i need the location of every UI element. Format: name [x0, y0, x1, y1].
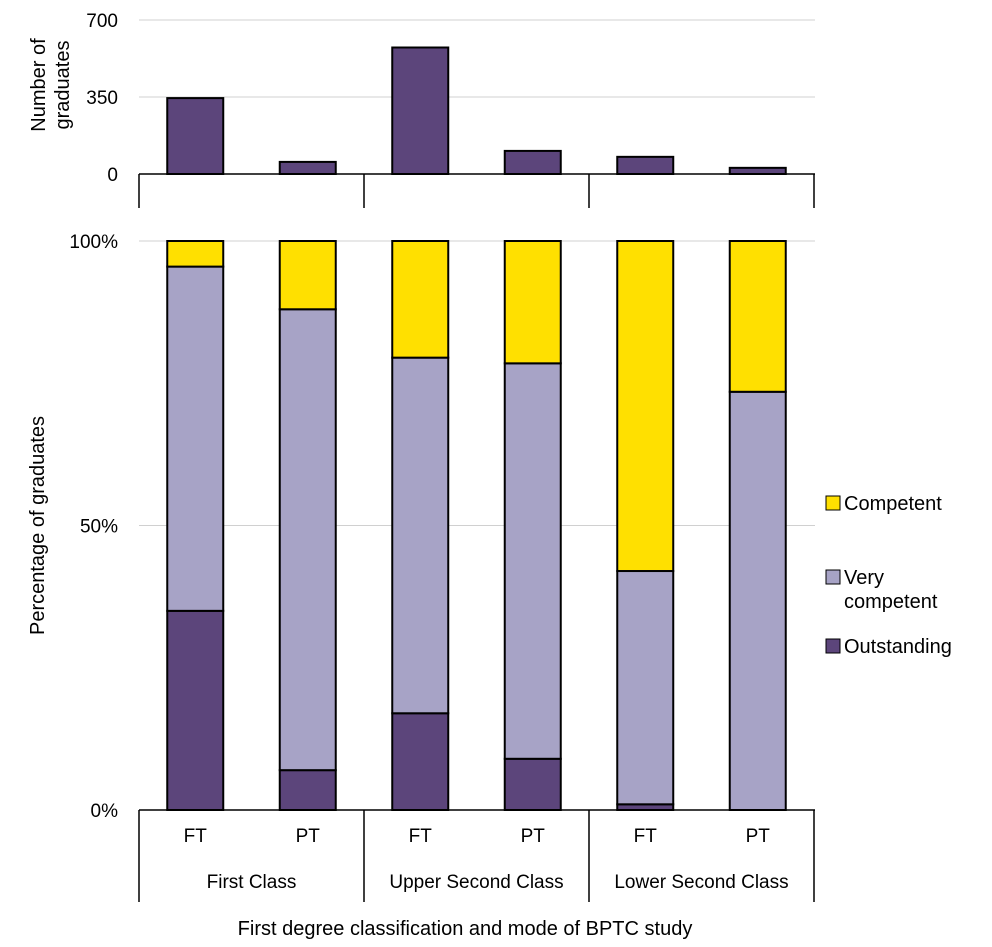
x-category-label: PT — [296, 826, 321, 847]
bar-segment-very-competent-2 — [391, 356, 450, 715]
legend-label: Competent — [844, 493, 942, 515]
top-bar-ft-2 — [391, 46, 450, 175]
top-bar-pt-3 — [503, 149, 562, 175]
bar-segment-competent-0 — [166, 240, 225, 268]
x-category-label: PT — [521, 826, 546, 847]
bar-segment-competent-1 — [278, 240, 337, 311]
top-bar-pt-5 — [728, 166, 787, 175]
x-category-label: PT — [746, 826, 771, 847]
bottom-y-axis-title: Percentage of graduates — [27, 416, 49, 635]
bar-segment-competent-5 — [728, 240, 787, 393]
top-y-axis-title-line: Number of — [28, 38, 50, 132]
bar-segment-outstanding-0 — [166, 609, 225, 811]
top-bar-pt-1 — [278, 160, 337, 175]
bar-segment-very-competent-0 — [166, 265, 225, 612]
x-axis-title: First degree classification and mode of … — [238, 918, 693, 940]
top-bar-ft-0 — [166, 97, 225, 175]
bar-segment-very-competent-4 — [616, 570, 675, 806]
x-category-label: FT — [634, 826, 658, 847]
bar-segment-competent-2 — [391, 240, 450, 359]
bottom-y-tick-label: 100% — [69, 232, 118, 253]
legend-swatch-2 — [825, 638, 841, 654]
bar-segment-outstanding-1 — [278, 769, 337, 811]
bar-segment-very-competent-1 — [278, 308, 337, 772]
bottom-y-tick-label: 50% — [80, 517, 118, 538]
top-y-axis-title-line: graduates — [52, 41, 74, 130]
bottom-y-tick-label: 0% — [91, 801, 119, 822]
top-y-tick-label: 700 — [86, 11, 118, 32]
x-group-label: First Class — [207, 872, 297, 893]
top-bar-ft-4 — [616, 155, 675, 175]
legend-swatch-0 — [825, 495, 841, 511]
top-y-tick-label: 0 — [107, 165, 118, 186]
x-category-label: FT — [184, 826, 208, 847]
bar-segment-very-competent-5 — [728, 390, 787, 811]
bar-segment-outstanding-2 — [391, 712, 450, 812]
bar-segment-outstanding-3 — [503, 757, 562, 811]
legend-label: competent — [844, 591, 938, 613]
bar-segment-very-competent-3 — [503, 362, 562, 760]
legend-swatch-1 — [825, 569, 841, 585]
top-y-tick-label: 350 — [86, 88, 118, 109]
legend-label: Outstanding — [844, 636, 952, 658]
bar-segment-competent-4 — [616, 240, 675, 573]
x-group-label: Upper Second Class — [389, 872, 563, 893]
x-group-label: Lower Second Class — [614, 872, 788, 893]
legend-label: Very — [844, 567, 884, 589]
bar-segment-competent-3 — [503, 240, 562, 365]
x-category-label: FT — [409, 826, 433, 847]
